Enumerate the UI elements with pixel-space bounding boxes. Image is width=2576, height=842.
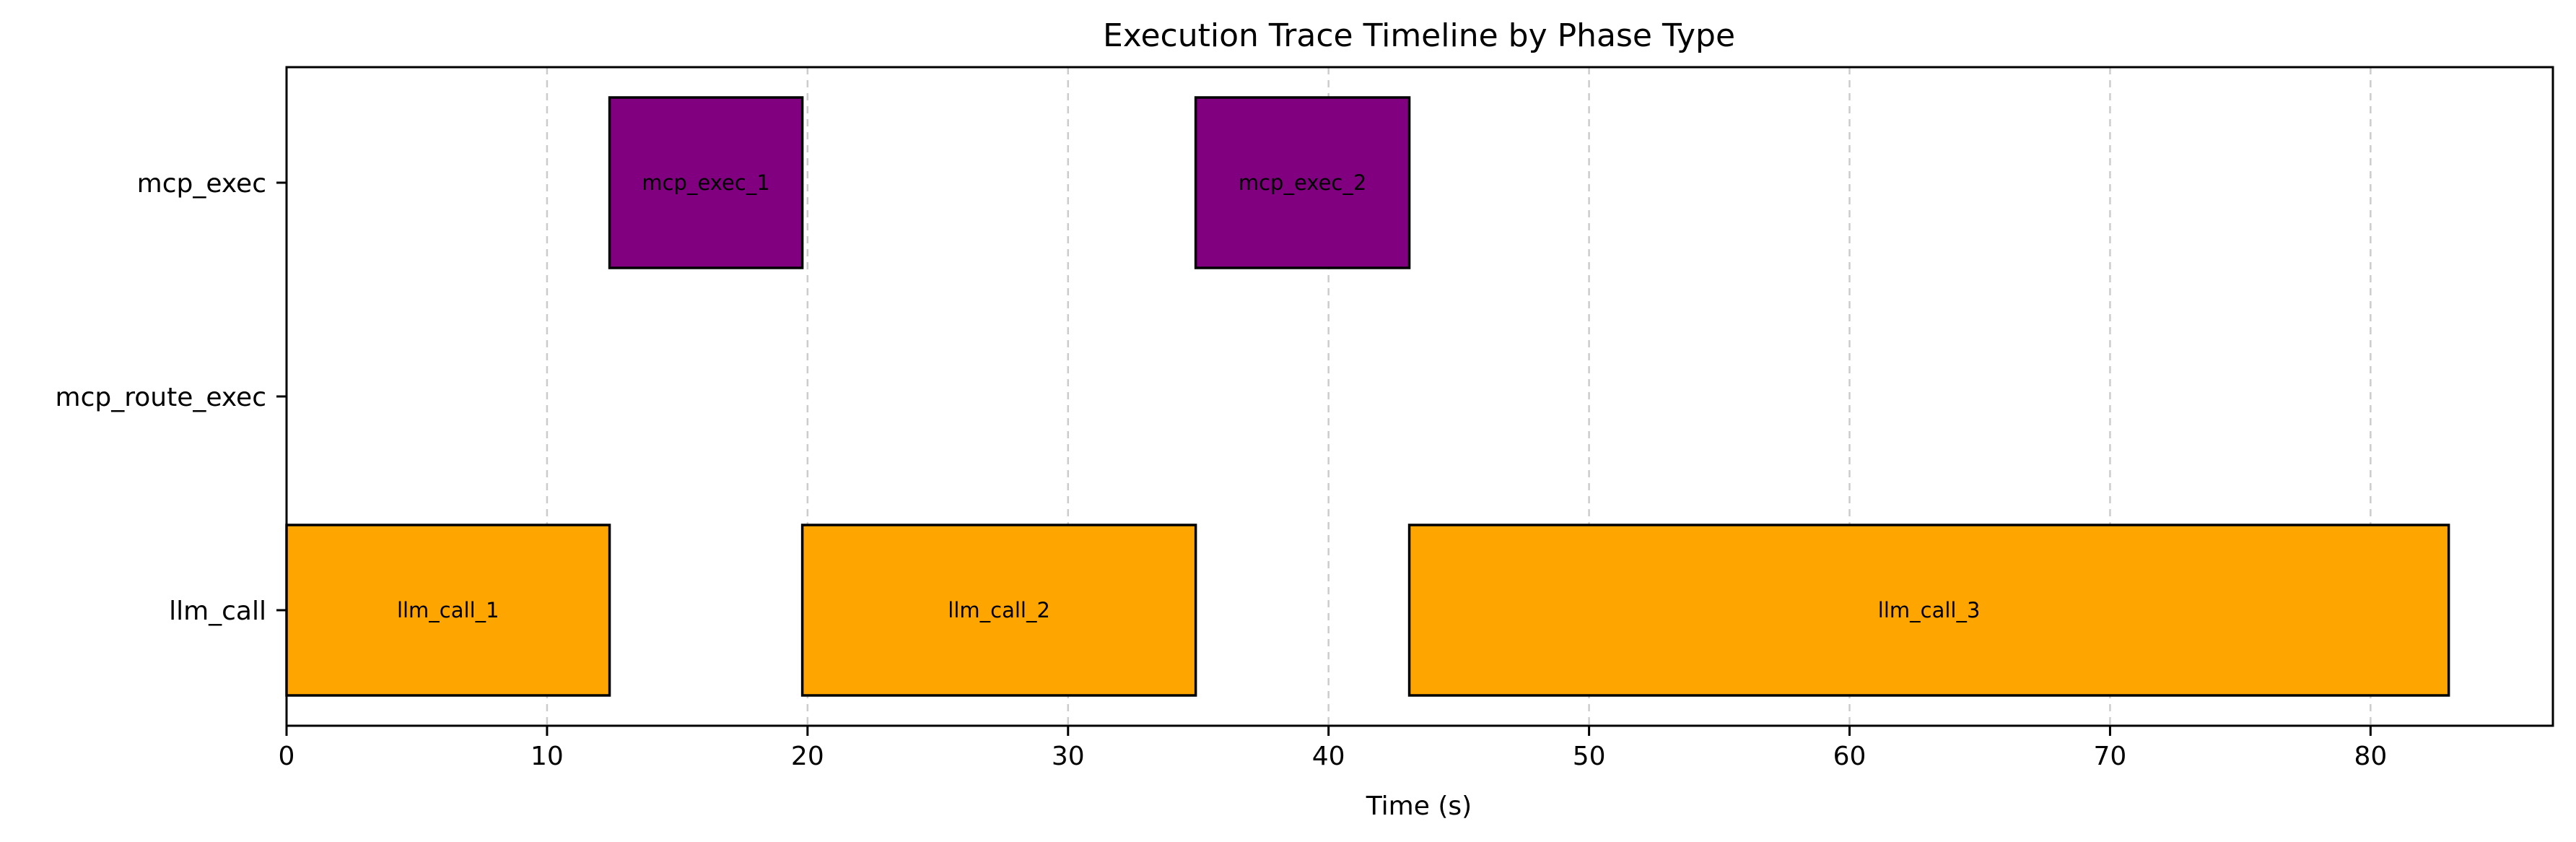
bar-mcp_exec_2	[1194, 96, 1411, 269]
x-tick-label-60: 60	[1833, 742, 1866, 771]
bar-label-mcp_exec_2: mcp_exec_2	[1239, 170, 1366, 195]
y-tick-label-mcp_exec: mcp_exec	[137, 169, 266, 199]
x-tick-label-80: 80	[2354, 742, 2387, 771]
x-tick-label-40: 40	[1312, 742, 1345, 771]
bar-labels-group: llm_call_1 mcp_exec_1 llm_call_2 mcp_exec_2…	[397, 170, 1980, 622]
bar-label-llm_call_1: llm_call_1	[397, 598, 499, 622]
y-axis-ticks: mcp_exec mcp_route_exec llm_call	[56, 169, 287, 626]
x-axis-label: Time (s)	[1366, 791, 1472, 821]
x-tick-label-70: 70	[2094, 742, 2127, 771]
bar-llm_call_2	[800, 524, 1197, 697]
bar-label-mcp_exec_1: mcp_exec_1	[642, 170, 769, 195]
x-tick-label-50: 50	[1573, 742, 1606, 771]
bar-llm_call_3	[1407, 524, 2450, 697]
bar-label-llm_call_2: llm_call_2	[948, 598, 1050, 622]
bars-group	[285, 96, 2450, 697]
chart-title: Execution Trace Timeline by Phase Type	[1103, 17, 1735, 54]
y-tick-label-llm_call: llm_call	[169, 596, 266, 626]
x-tick-label-10: 10	[531, 742, 564, 771]
x-axis-ticks: 0 10 20 30 40 50 60 70 80	[279, 726, 2387, 771]
bar-mcp_exec_1	[608, 96, 804, 269]
bar-label-llm_call_3: llm_call_3	[1878, 598, 1981, 622]
x-tick-label-20: 20	[791, 742, 824, 771]
x-tick-label-30: 30	[1052, 742, 1085, 771]
x-tick-label-0: 0	[279, 742, 295, 771]
y-tick-label-mcp_route_exec: mcp_route_exec	[56, 383, 266, 412]
